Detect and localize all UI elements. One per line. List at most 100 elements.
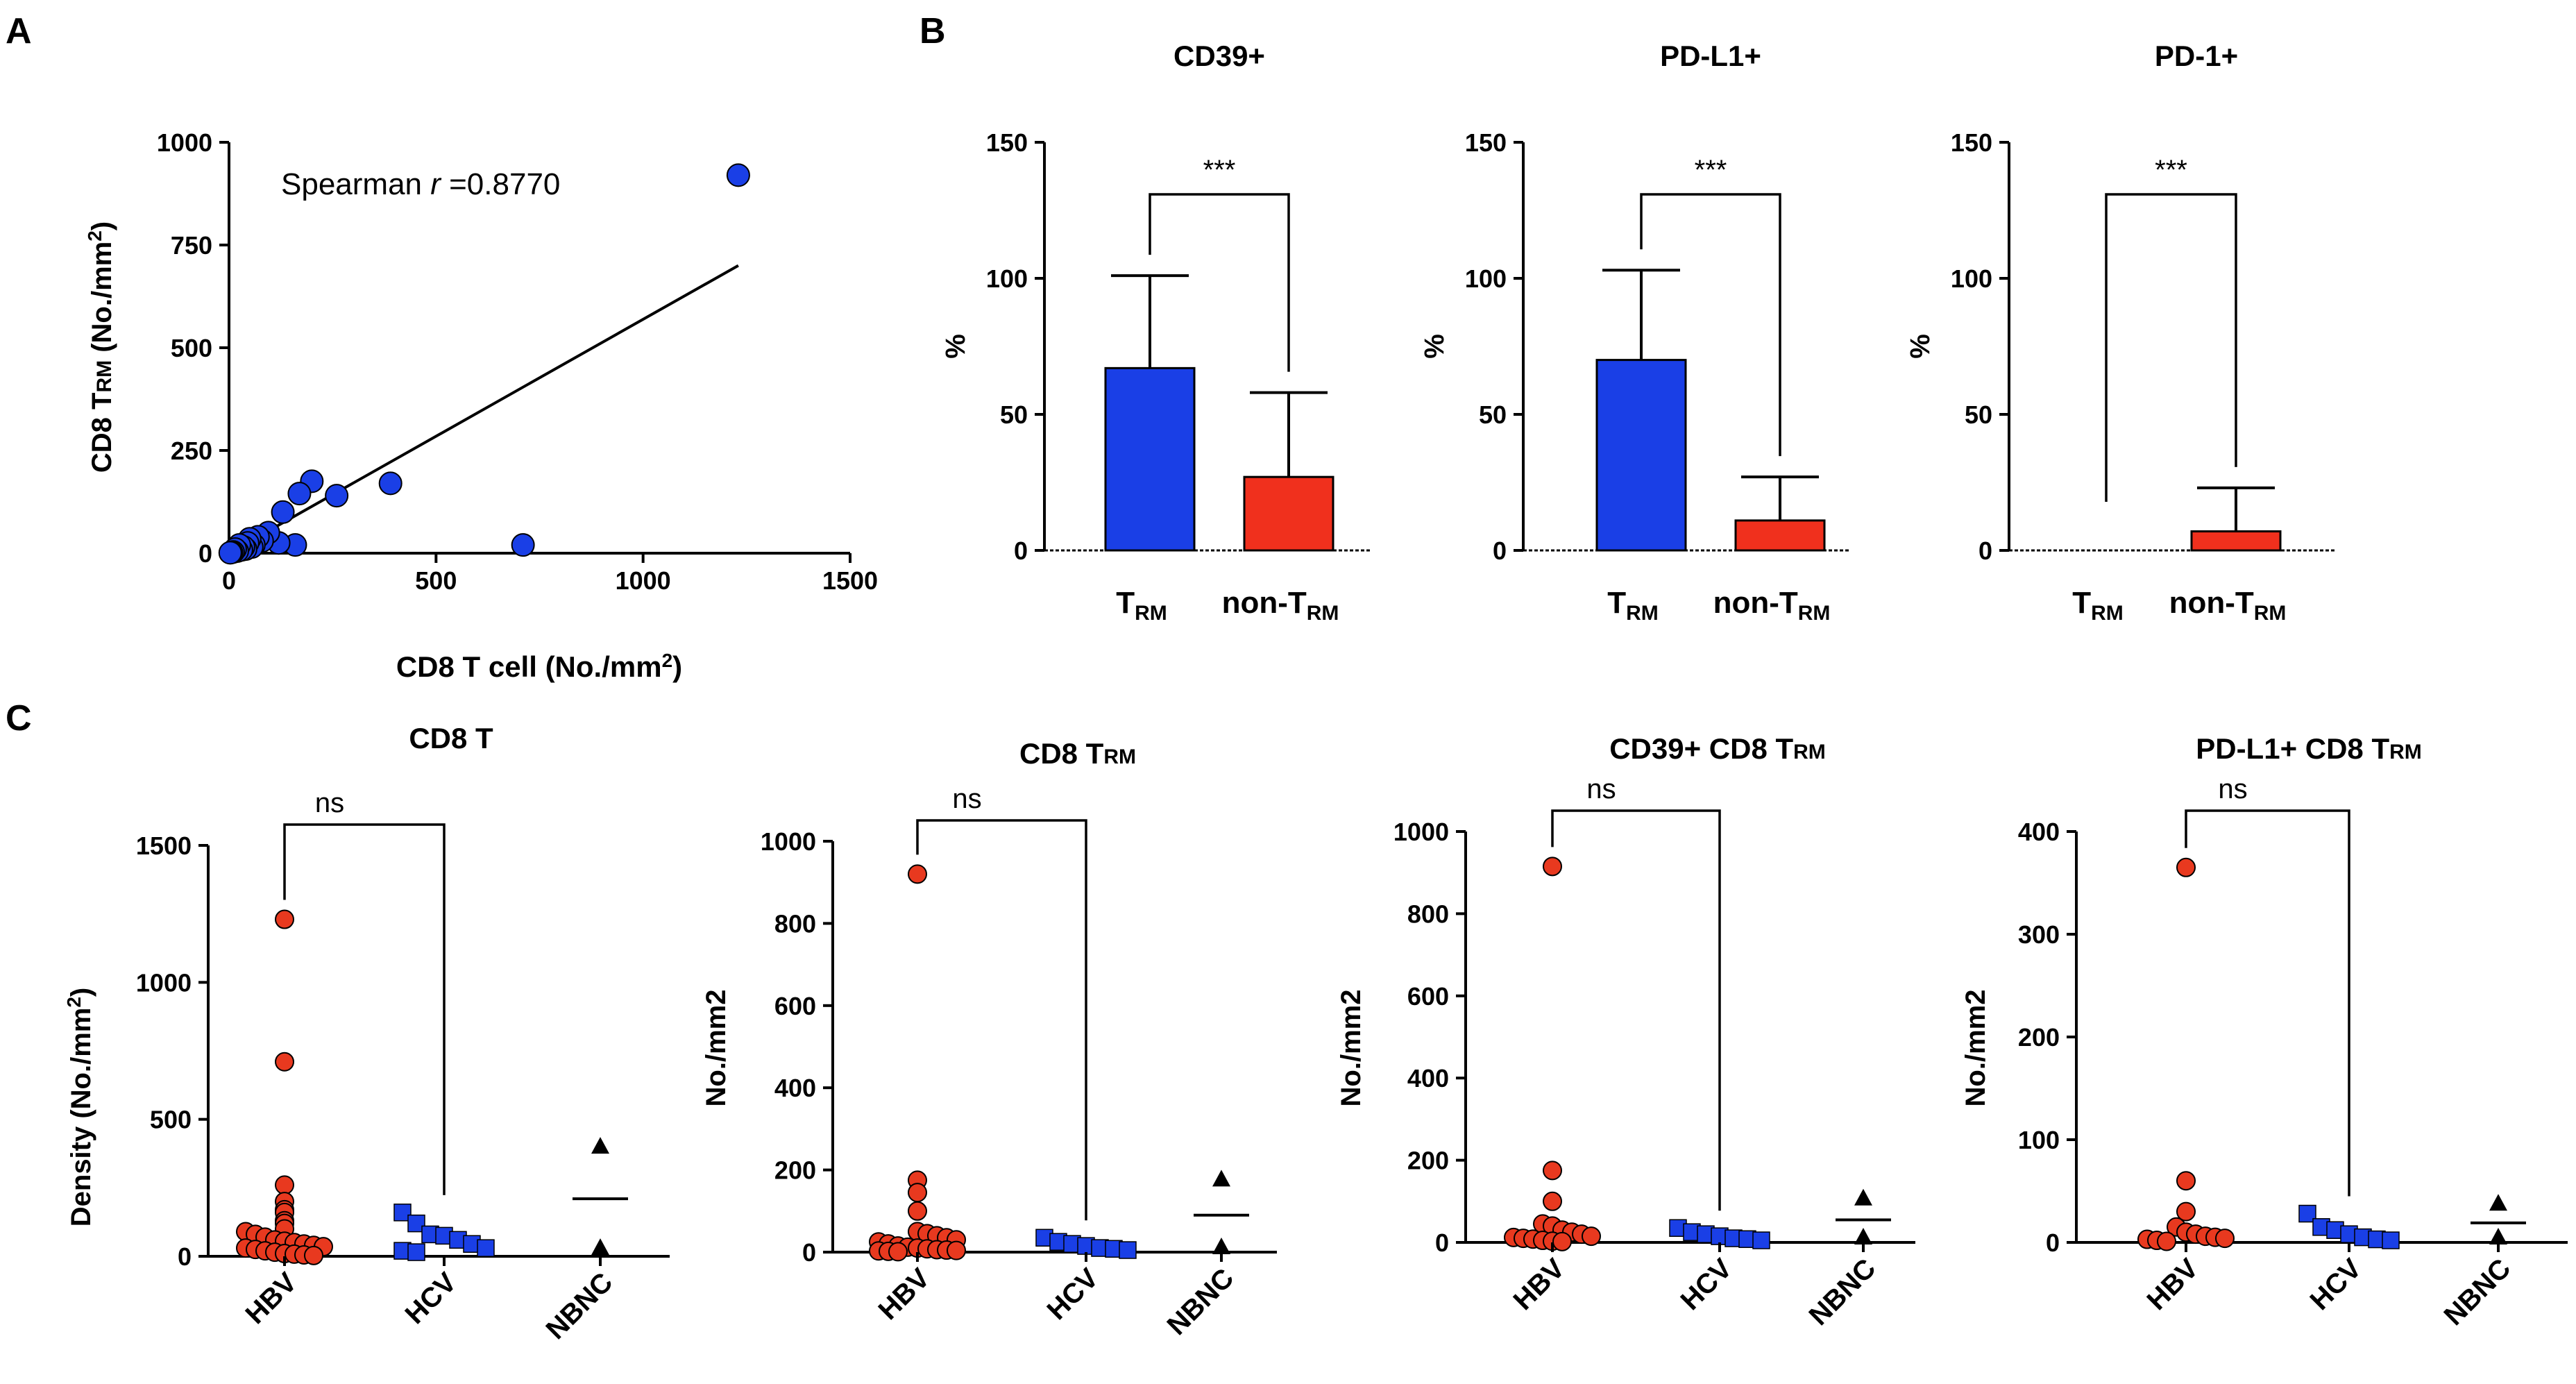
c1-category-label: HBV [240, 1267, 303, 1330]
c3-category-label: NBNC [1804, 1253, 1882, 1331]
c1-ytick-label: 1500 [136, 832, 192, 860]
panel-a-xtick-label: 0 [222, 566, 236, 595]
c4-category-label: HBV [2142, 1253, 2205, 1316]
c1-title: CD8 T [409, 722, 493, 754]
c4-hcv-point [2382, 1231, 2400, 1249]
panel-letter-c: C [6, 698, 32, 739]
cd39-bar [1243, 475, 1334, 552]
c1-ylabel: Density (No./mm2) [63, 988, 96, 1227]
c2-hbv-point [888, 1242, 908, 1262]
c1-nbnc-point [591, 1238, 609, 1256]
c4-ytick-label: 100 [2018, 1126, 2060, 1154]
c4-hbv-point [2215, 1229, 2235, 1249]
c3-ytick-label: 800 [1407, 900, 1449, 928]
c3-category-label: HCV [1675, 1253, 1738, 1316]
cd39-ytick-label: 0 [1014, 537, 1028, 565]
cd39-title: CD39+ [1173, 40, 1265, 72]
c1-significance-label: ns [315, 788, 344, 818]
dot-panel-cd8t: CD8 T Density (No./mm2) 0 500 1000 1500 ns HB… [63, 722, 670, 1345]
c3-hbv-point [1543, 1161, 1562, 1181]
pdl1-bar [1734, 519, 1826, 552]
c1-hcv-point [407, 1243, 425, 1261]
c2-significance-bracket [916, 819, 1087, 1221]
c4-ytick-label: 0 [2046, 1229, 2060, 1257]
c4-ytick-label: 400 [2018, 818, 2060, 846]
panel-a-point [271, 500, 295, 524]
panel-a-axes [228, 142, 850, 555]
c1-hbv-point [275, 1175, 294, 1195]
panel-a-xtick-label: 500 [415, 566, 457, 595]
pdl1-ytick-label: 0 [1493, 537, 1507, 565]
c1-significance-bracket [283, 823, 446, 1195]
pd1-plot: 0 50 100 150% TRM non-TRM *** [1905, 128, 2335, 625]
pd1-category-label: TRM [2072, 586, 2124, 625]
cd39-bar [1104, 366, 1196, 552]
c2-axes [831, 841, 1277, 1254]
c2-hcv-point [1119, 1241, 1137, 1259]
pdl1-ylabel: % [1419, 334, 1450, 359]
pdl1-ytick-label: 50 [1479, 400, 1507, 429]
c2-category-label: HBV [873, 1263, 936, 1326]
c4-ytick-label: 200 [2018, 1023, 2060, 1052]
pdl1-significance-label: *** [1695, 155, 1727, 185]
pdl1-plot: 0 50 100 150% TRM non-TRM *** [1419, 128, 1849, 625]
pd1-significance-label: *** [2155, 155, 2187, 185]
pd1-ylabel: % [1905, 334, 1935, 359]
cd39-category-label: TRM [1116, 586, 1167, 625]
panel-a-point [511, 533, 535, 557]
c3-significance-label: ns [1586, 774, 1616, 804]
pd1-ytick-label: 50 [1965, 400, 1992, 429]
panel-a-scatter: 0 500 1000 1500 0 250 500 750 1000 Spearman r =0… [84, 128, 878, 683]
c4-nbnc-point [2489, 1194, 2507, 1211]
c3-axes [1464, 832, 1915, 1244]
c2-category-label: HCV [1042, 1263, 1105, 1326]
cd39-ytick-label: 100 [986, 264, 1028, 293]
dot-panel-cd39-cd8trm: CD39+ CD8 TRM No./mm2 0 200 400 600 800 1000 n… [1336, 732, 1915, 1331]
c2-nbnc-point [1212, 1238, 1230, 1255]
panel-letter-a: A [6, 11, 32, 51]
c2-significance-label: ns [952, 784, 981, 814]
panel-a-ticks: 0 500 1000 1500 0 250 500 750 1000 [157, 128, 878, 595]
c2-plot: 0 200 400 600 800 1000 ns HBV HCV NBNC [761, 784, 1277, 1341]
c2-nbnc-point [1212, 1170, 1230, 1187]
c2-title: CD8 TRM [1019, 737, 1136, 770]
cd39-ylabel: % [940, 334, 971, 359]
c2-hbv-point [947, 1240, 966, 1260]
panel-a-points [218, 163, 750, 565]
panel-a-point [325, 484, 349, 508]
c3-ytick-label: 600 [1407, 982, 1449, 1011]
pd1-bar [2190, 530, 2282, 552]
spearman-annotation: Spearman r =0.8770 [281, 167, 560, 201]
pd1-ytick-label: 150 [1951, 128, 1992, 157]
c2-ytick-label: 800 [774, 909, 816, 938]
c4-significance-label: ns [2218, 774, 2247, 804]
dot-panel-pdl1-cd8trm: PD-L1+ CD8 TRM No./mm2 0 100 200 300 400 ns HB… [1960, 732, 2568, 1331]
panel-a-point [218, 541, 242, 565]
c4-title: PD-L1+ CD8 TRM [2196, 732, 2422, 765]
c1-category-label: NBNC [541, 1267, 619, 1345]
c4-significance-bracket [2185, 809, 2350, 1197]
panel-a-ytick-label: 750 [171, 231, 212, 260]
c3-hcv-point [1752, 1231, 1770, 1249]
c3-ytick-label: 400 [1407, 1064, 1449, 1092]
c3-ytick-label: 1000 [1393, 818, 1449, 846]
cd39-ytick-label: 150 [986, 128, 1028, 157]
c2-ytick-label: 400 [774, 1074, 816, 1102]
c1-ytick-label: 500 [150, 1106, 192, 1134]
panel-a-ylabel: CD8 TRM (No./mm2) [84, 221, 117, 473]
pd1-category-label: non-TRM [2169, 586, 2287, 625]
c4-ylabel: No./mm2 [1960, 990, 1991, 1107]
c1-hbv-point [275, 909, 294, 929]
cd39-category-label: non-TRM [1222, 586, 1339, 625]
c1-hbv-point [275, 1052, 294, 1072]
c4-nbnc-point [2489, 1228, 2507, 1245]
panel-a-ytick-label: 500 [171, 334, 212, 362]
c3-plot: 0 200 400 600 800 1000 ns HBV HCV NBNC [1393, 774, 1915, 1331]
c4-plot: 0 100 200 300 400 ns HBV HCV NBNC [2018, 774, 2568, 1331]
c4-ytick-label: 300 [2018, 920, 2060, 949]
cd39-plot: 0 50 100 150% TRM non-TRM *** [940, 128, 1371, 625]
pdl1-category-label: TRM [1607, 586, 1659, 625]
c1-ytick-label: 0 [178, 1242, 192, 1271]
c1-axes [207, 845, 670, 1258]
c1-hcv-point [477, 1239, 495, 1257]
